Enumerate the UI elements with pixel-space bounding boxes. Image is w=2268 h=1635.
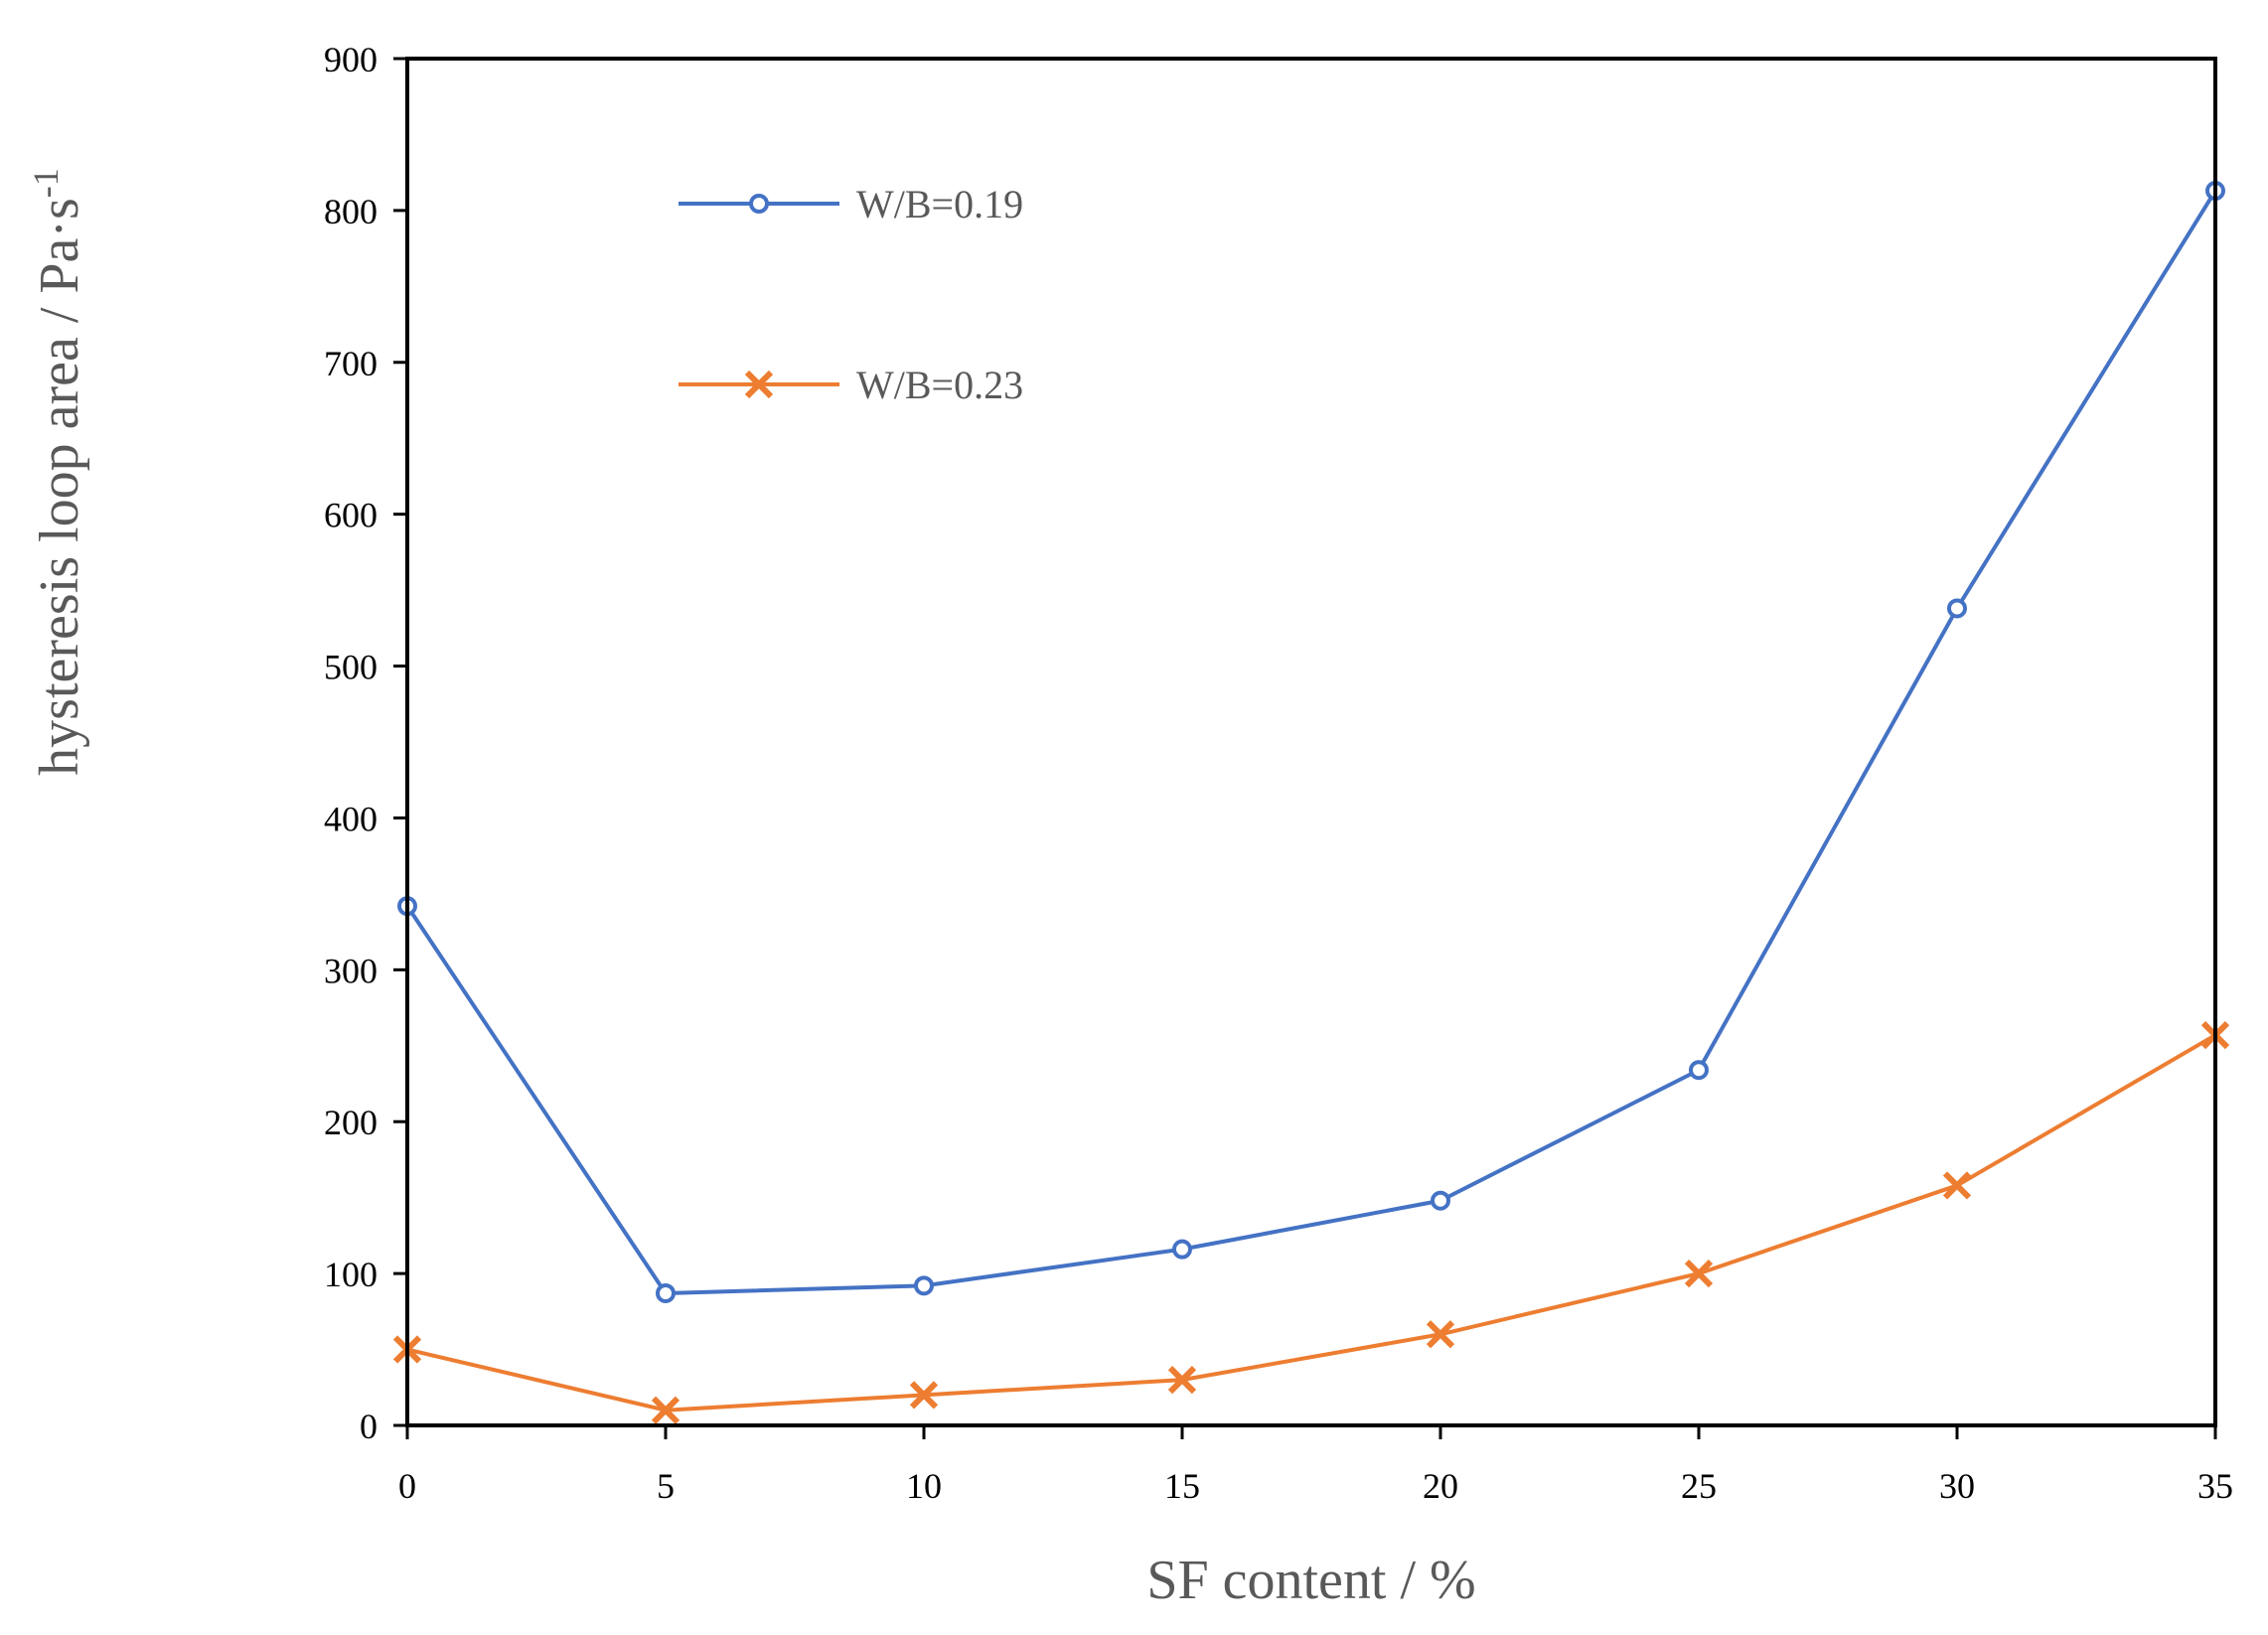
series-0-point-1 — [656, 1282, 676, 1303]
x-tick-label-7: 35 — [2197, 1466, 2233, 1506]
x-tick-label-4: 20 — [1423, 1466, 1458, 1506]
y-tick-label-3: 300 — [324, 951, 378, 990]
x-tick-label-5: 25 — [1681, 1466, 1717, 1506]
series-1-point-1 — [651, 1396, 680, 1424]
ticks-layer — [393, 57, 2217, 1439]
series-1 — [392, 1020, 2230, 1424]
series-0-point-3 — [1172, 1239, 1192, 1260]
tick-labels-layer: 0 100 200 300 400 500 600 700 800 900 0 5 10 15 20 25 30… — [324, 40, 2233, 1506]
legend-label-0: W/B=0.19 — [856, 182, 1023, 226]
series-0-point-5 — [1689, 1060, 1709, 1081]
y-axis-title: hysteresis loop area / Pa·s-1 — [26, 168, 90, 776]
y-tick-label-9: 900 — [324, 40, 378, 79]
legend: W/B=0.19 W/B=0.23 — [679, 182, 1023, 407]
legend-label-1: W/B=0.23 — [856, 363, 1023, 407]
series-0-point-4 — [1431, 1190, 1450, 1211]
x-tick-label-2: 10 — [906, 1466, 942, 1506]
series-1-point-5 — [1684, 1259, 1714, 1288]
y-tick-label-2: 200 — [324, 1103, 378, 1142]
y-tick-label-6: 600 — [324, 496, 378, 535]
y-tick-label-1: 100 — [324, 1255, 378, 1294]
series-1-point-3 — [1167, 1366, 1197, 1395]
series-line-0 — [405, 189, 2217, 1295]
y-tick-label-8: 800 — [324, 192, 378, 231]
y-tick-label-7: 700 — [324, 344, 378, 383]
series-1-point-4 — [1426, 1320, 1455, 1349]
legend-item-0[interactable]: W/B=0.19 — [679, 182, 1023, 226]
plot-area-frame — [405, 57, 2217, 1427]
series-1-point-2 — [909, 1381, 939, 1410]
legend-x-marker-icon — [744, 370, 774, 399]
x-tick-label-3: 15 — [1164, 1466, 1200, 1506]
series-0-point-6 — [1947, 598, 1967, 619]
y-tick-label-5: 500 — [324, 648, 378, 687]
series-line-1 — [406, 1033, 2217, 1412]
series-0-point-2 — [914, 1275, 934, 1296]
x-tick-label-0: 0 — [398, 1466, 416, 1506]
x-axis-title: SF content / % — [1146, 1550, 1475, 1611]
series-1-point-6 — [1942, 1171, 1972, 1200]
legend-item-1[interactable]: W/B=0.23 — [679, 363, 1023, 407]
legend-circle-marker-icon — [749, 194, 769, 214]
y-axis-title-main: hysteresis loop area / Pa·s — [29, 198, 90, 776]
x-tick-label-6: 30 — [1939, 1466, 1975, 1506]
series-layer — [392, 181, 2230, 1424]
y-axis-title-exponent: -1 — [26, 168, 66, 198]
y-tick-label-0: 0 — [360, 1407, 378, 1446]
x-tick-label-1: 5 — [657, 1466, 675, 1506]
y-tick-label-4: 400 — [324, 799, 378, 838]
